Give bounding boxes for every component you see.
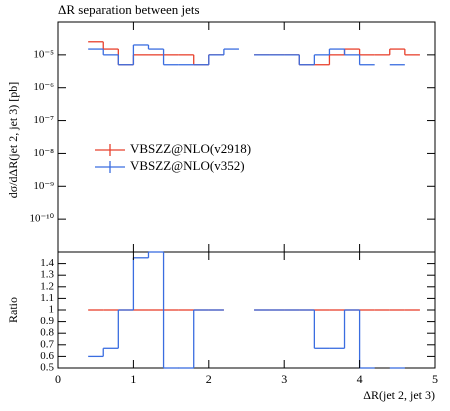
y-tick-label: 10⁻⁵ [33, 48, 54, 60]
y-tick-label: 1.1 [40, 292, 54, 304]
legend-label: VBSZZ@NLO(v2918) [130, 141, 251, 156]
y-tick-label: 0.7 [40, 338, 54, 350]
x-tick-label: 5 [432, 372, 438, 386]
y-tick-label: 10⁻⁶ [33, 81, 54, 93]
x-axis-label: ΔR(jet 2, jet 3) [363, 388, 435, 402]
y-tick-label: 10⁻¹⁰ [29, 213, 54, 225]
main-frame [57, 21, 436, 253]
y-tick-label: 0.5 [40, 362, 54, 374]
y-axis-label: dσ/dΔR(jet 2, jet 3) [pb] [6, 82, 20, 199]
x-tick-label: 3 [281, 372, 287, 386]
y-tick-label: 1.2 [40, 280, 54, 292]
x-tick-label: 2 [206, 372, 212, 386]
y-tick-label: 10⁻⁷ [33, 114, 54, 126]
y-tick-label: 1.3 [40, 269, 54, 281]
y-tick-label: 1.4 [40, 257, 54, 269]
chart-title: ΔR separation between jets [58, 2, 200, 17]
ratio-axis-label: Ratio [6, 297, 20, 323]
x-tick-label: 1 [130, 372, 136, 386]
y-tick-label: 10⁻⁸ [33, 147, 54, 159]
x-tick-label: 0 [55, 372, 61, 386]
y-tick-label: 0.8 [40, 327, 54, 339]
y-tick-label: 0.9 [40, 315, 54, 327]
legend-label: VBSZZ@NLO(v352) [130, 158, 245, 173]
y-tick-label: 10⁻⁹ [33, 180, 54, 192]
y-tick-label: 1 [49, 304, 55, 316]
y-tick-label: 0.6 [40, 350, 54, 362]
x-tick-label: 4 [357, 372, 363, 386]
